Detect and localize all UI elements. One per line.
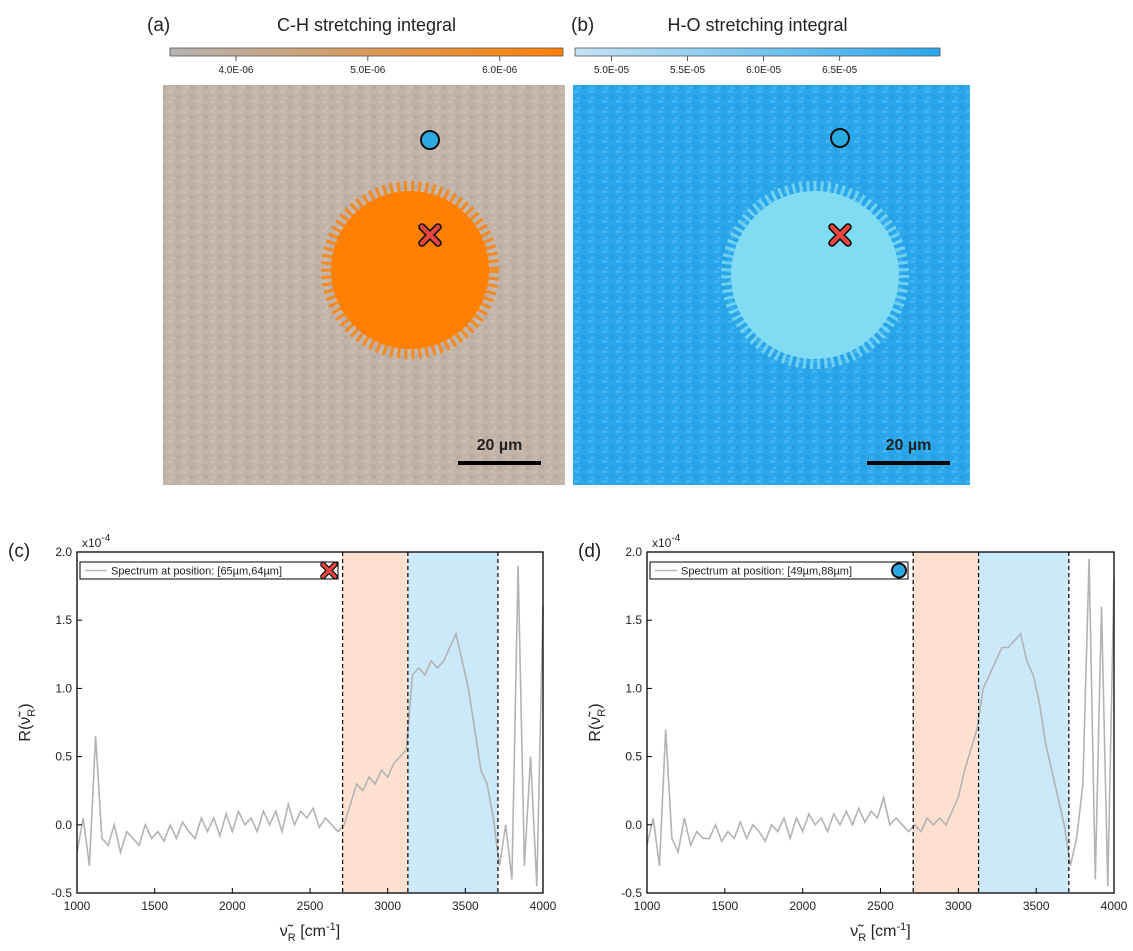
colorbar-tick-label: 4.0E-06: [218, 65, 253, 76]
position-marker: [830, 128, 850, 148]
x-tick-label: 4000: [530, 899, 557, 913]
y-tick-label: 0.0: [625, 818, 642, 832]
x-axis-label-part: ]: [906, 923, 910, 940]
multiplier-exponent: -4: [671, 533, 680, 544]
spectrum-line: [76, 565, 544, 887]
map-spot: [331, 191, 489, 349]
x-tick-label: 1500: [711, 899, 738, 913]
y-tick-label: 1.0: [625, 681, 642, 695]
position-marker: [420, 130, 440, 150]
multiplier-base: x10: [652, 536, 672, 550]
x-tick-label: 1000: [634, 899, 661, 913]
multiplier-exponent: -4: [101, 533, 110, 544]
legend-box: [649, 561, 909, 580]
x-axis-label-part: -1: [326, 921, 336, 933]
colorbar-tick-label: 5.5E-05: [670, 65, 705, 76]
x-tick-label: 1500: [141, 899, 168, 913]
x-tick-label: 3500: [1023, 899, 1050, 913]
spectrum-line: [646, 558, 1115, 887]
multiplier-base: x10: [82, 536, 102, 550]
position-marker: [419, 224, 441, 246]
x-axis-label: ν̃R [cm-1]: [280, 921, 340, 944]
x-tick-label: 4000: [1101, 899, 1128, 913]
highlight-band: [913, 552, 979, 893]
legend-label: Spectrum at position: [49µm,88µm]: [681, 566, 852, 578]
position-marker: [891, 562, 907, 579]
y-tick-label: -0.5: [621, 886, 642, 900]
highlight-band: [407, 552, 498, 893]
colorbar-tick-label: 6.0E-06: [482, 65, 517, 76]
y-tick-label: 1.0: [55, 681, 72, 695]
x-tick-label: 2500: [867, 899, 894, 913]
highlight-band: [978, 552, 1069, 893]
x-tick-label: 3500: [452, 899, 479, 913]
x-tick-label: 3000: [374, 899, 401, 913]
y-axis-label-part: R(: [587, 724, 604, 742]
panel-label: (d): [578, 541, 601, 562]
y-tick-label: 1.5: [625, 613, 642, 627]
legend-label: Spectrum at position: [65µm,64µm]: [111, 566, 282, 578]
y-axis-label-part: R: [596, 709, 608, 717]
position-marker: [321, 562, 337, 579]
x-axis-label: ν̃R [cm-1]: [850, 921, 910, 944]
map-spot-fringe: [321, 181, 499, 359]
x-tick-label: 3000: [945, 899, 972, 913]
x-tick-label: 2000: [219, 899, 246, 913]
y-axis-label-part: ): [17, 703, 34, 708]
x-axis-label-part: [cm: [866, 923, 896, 940]
x-tick-label: 2500: [297, 899, 324, 913]
y-tick-label: 2.0: [55, 545, 72, 559]
colorbar-tick-label: 6.5E-05: [822, 65, 857, 76]
colorbar-tick-label: 5.0E-06: [350, 65, 385, 76]
panel-label: (c): [8, 541, 30, 562]
y-tick-label: 1.5: [55, 613, 72, 627]
x-tick-label: 1000: [64, 899, 91, 913]
panel-label: (a): [147, 15, 170, 36]
y-axis-label-part: R: [26, 709, 38, 717]
axis-multiplier: x10-4: [652, 533, 681, 550]
x-axis-label-part: R: [288, 932, 296, 944]
x-tick-label: 2000: [789, 899, 816, 913]
colorbar-tick-label: 6.0E-05: [746, 65, 781, 76]
axis-multiplier: x10-4: [82, 533, 111, 550]
colorbar: [169, 47, 564, 57]
y-tick-label: 2.0: [625, 545, 642, 559]
y-axis-label-part: ): [587, 703, 604, 708]
map-spot-fringe: [721, 181, 909, 369]
y-axis-label: R(ν̃R): [17, 703, 38, 741]
y-axis-label-part: R(: [17, 724, 34, 742]
y-axis-label: R(ν̃R): [587, 703, 608, 741]
x-axis-label-part: [cm: [296, 923, 326, 940]
x-axis-label-part: R: [858, 932, 866, 944]
scale-bar-label: 20 µm: [477, 437, 523, 454]
legend-box: [79, 561, 339, 580]
panel-label: (b): [571, 15, 594, 36]
position-marker: [829, 224, 851, 246]
map-title: H-O stretching integral: [667, 15, 847, 35]
y-tick-label: 0.0: [55, 818, 72, 832]
y-tick-label: 0.5: [625, 750, 642, 764]
y-tick-label: 0.5: [55, 750, 72, 764]
colorbar: [574, 47, 941, 57]
map-title: C-H stretching integral: [277, 15, 456, 35]
colorbar-tick-label: 5.0E-05: [594, 65, 629, 76]
x-axis-label-part: -1: [896, 921, 906, 933]
highlight-band: [342, 552, 408, 893]
x-axis-label-part: ]: [336, 923, 340, 940]
y-tick-label: -0.5: [51, 886, 72, 900]
scale-bar-label: 20 µm: [886, 437, 932, 454]
map-spot: [731, 191, 899, 359]
